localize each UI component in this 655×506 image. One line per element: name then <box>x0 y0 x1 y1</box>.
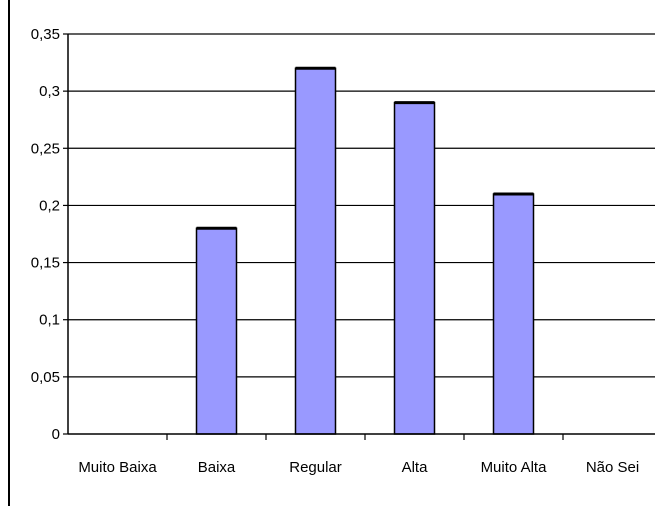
y-tick-labels: 0 0,05 0,1 0,15 0,2 0,25 0,3 0,35 <box>31 26 60 443</box>
y-tick-label: 0,35 <box>31 26 60 43</box>
y-tick-label: 0,3 <box>39 83 60 100</box>
y-tick-label: 0,2 <box>39 197 60 214</box>
x-tick-label: Regular <box>289 459 342 476</box>
bar-muito-alta <box>492 193 535 435</box>
bar-alta <box>393 101 436 435</box>
x-tick-label: Alta <box>402 459 429 476</box>
x-tick-label: Muito Alta <box>481 459 548 476</box>
y-tick-label: 0 <box>52 426 60 443</box>
x-tick-label: Não Sei <box>586 459 639 476</box>
axes <box>63 33 655 440</box>
y-tick-label: 0,15 <box>31 255 60 272</box>
y-tick-label: 0,1 <box>39 312 60 329</box>
bar-regular <box>294 67 337 435</box>
bars <box>195 66 535 435</box>
gridlines <box>68 33 655 378</box>
x-tick-label: Muito Baixa <box>78 459 157 476</box>
bar-baixa <box>195 227 238 435</box>
y-tick-label: 0,25 <box>31 140 60 157</box>
x-tick-label: Baixa <box>198 459 236 476</box>
x-tick-labels: Muito Baixa Baixa Regular Alta Muito Alta Não… <box>78 459 639 476</box>
y-tick-label: 0,05 <box>31 369 60 386</box>
